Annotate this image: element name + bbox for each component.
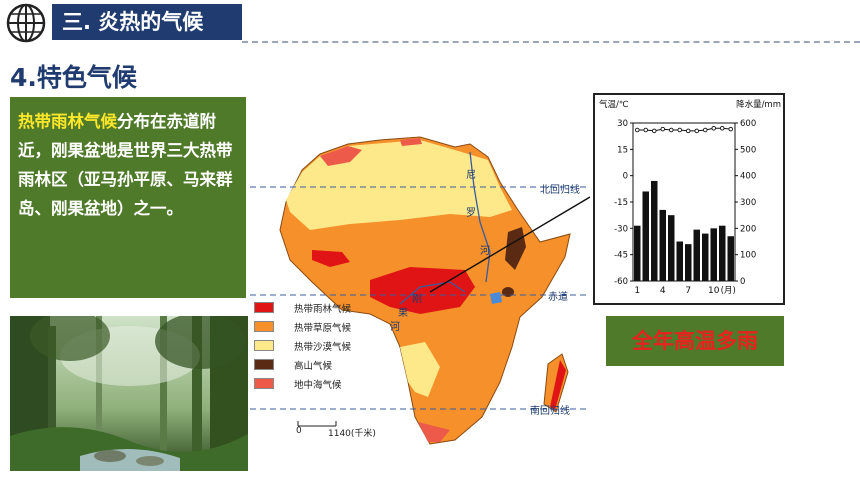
legend-label: 高山气候 [294,361,333,372]
congo-label-1: 刚 [412,294,422,305]
precip-tick-label: 500 [740,145,756,155]
month-tick-label: 7 [685,286,691,296]
precip-tick-label: 0 [740,277,745,287]
temp-tick-label: -45 [614,251,628,261]
legend-item: 高山气候 [254,357,404,373]
legend-swatch-rainforest [254,302,274,313]
month-tick-label: 1 [634,286,640,296]
temperature-line [637,127,731,132]
pointer-line [429,196,590,293]
africa-climate-map [250,136,590,445]
mediterranean-north-east [400,138,422,146]
precip-tick-label: 200 [740,224,756,234]
precip-bar [727,236,734,281]
temperature-point [668,127,674,133]
climate-chart-svg: 气温/℃ 降水量/mm 30 15 0 -15 -30 -45 -60 600 500 400 300 2… [599,99,781,296]
mediterranean-north [320,146,362,166]
legend-swatch-desert [254,340,274,351]
intro-text: 分布在赤道附近，刚果盆地是世界三大热带雨林区（亚马孙平原、马来群岛、刚果盆地）之… [18,112,233,218]
legend-label: 地中海气候 [294,380,342,391]
map-scale: 0 1140(千米) [296,420,416,440]
precip-tick-label: 400 [740,172,756,182]
precip-bar [685,244,692,281]
lake-victoria [490,292,502,304]
congo-label-3: 河 [390,322,400,333]
precip-bar [659,209,666,281]
conclusion-box: 全年高温多雨 [606,316,784,366]
scale-bar [297,421,337,427]
temperature-point [711,126,716,131]
scale-value: 1140(千米) [328,429,376,439]
page-subtitle: 4.特色气候 [10,63,137,92]
congo-label-2: 果 [398,308,408,319]
temperature-point [643,127,649,133]
precip-bar [719,225,726,281]
legend-swatch-mediterranean [254,378,274,389]
temp-tick-label: -60 [614,277,628,287]
rainforest-photo [10,316,248,471]
madagascar-rainforest [550,360,566,410]
scale-zero: 0 [296,426,302,436]
temperature-point [719,126,725,131]
legend-swatch-savanna [254,321,274,332]
temperature-point [728,126,733,132]
header-divider [242,41,860,43]
temp-axis-label: 气温/℃ [599,99,629,110]
precip-tick-label: 300 [740,198,756,208]
nile-label-1: 尼 [466,170,476,181]
legend-item: 地中海气候 [254,376,404,392]
precip-bar [634,225,641,281]
temperature-point [660,126,665,132]
globe-icon [6,3,46,43]
rainforest-west [312,250,350,267]
temperature-point [685,128,691,134]
climate-chart: 气温/℃ 降水量/mm 30 15 0 -15 -30 -45 -60 600 500 400 300 2… [593,93,785,305]
temp-tick-label: -15 [614,198,628,208]
precip-bar [693,229,700,281]
nile-river [469,151,491,283]
precip-bar [676,241,683,281]
precip-bar [651,180,658,281]
precip-bar [668,215,675,281]
precip-axis-label: 降水量/mm [736,99,781,110]
legend-label: 热带沙漠气候 [294,342,352,353]
precip-tick-label: 100 [740,251,756,261]
mediterranean-south [418,422,450,442]
legend-label: 热带雨林气候 [294,304,352,315]
precip-bar [702,233,709,281]
temperature-point [702,127,708,133]
nile-label-3: 河 [480,246,490,257]
tropic-north-label: 北回归线 [540,185,580,196]
nile-label-2: 罗 [466,208,476,219]
precip-bar [642,191,649,281]
equator-label: 赤道 [548,292,568,303]
temp-tick-label: -30 [614,224,628,234]
tropic-south-label: 南回归线 [530,406,570,417]
month-axis-label: (月) [721,286,736,296]
temperature-point [677,127,682,133]
legend-item: 热带沙漠气候 [254,338,404,354]
kalahari-desert-zone [400,342,440,397]
intro-highlight: 热带雨林气候 [18,112,117,131]
month-tick-label: 10 [708,286,720,296]
legend-swatch-highland [254,359,274,370]
section-title: 三. 炎热的气候 [52,4,242,40]
precip-bar [710,228,717,281]
month-tick-label: 4 [660,286,666,296]
temp-tick-label: 30 [617,119,628,129]
temperature-point [652,128,657,134]
rainforest-zone [370,267,475,314]
legend-item: 热带雨林气候 [254,300,404,316]
temp-tick-label: 0 [623,172,628,182]
header: 三. 炎热的气候 [0,0,860,46]
temperature-point [635,127,640,133]
temperature-point [694,128,699,134]
legend-label: 热带草原气候 [294,323,352,334]
temp-tick-label: 15 [617,145,628,155]
precip-tick-label: 600 [740,119,756,129]
congo-river [399,281,466,305]
legend-item: 热带草原气候 [254,319,404,335]
intro-box: 热带雨林气候分布在赤道附近，刚果盆地是世界三大热带雨林区（亚马孙平原、马来群岛、… [10,97,246,298]
